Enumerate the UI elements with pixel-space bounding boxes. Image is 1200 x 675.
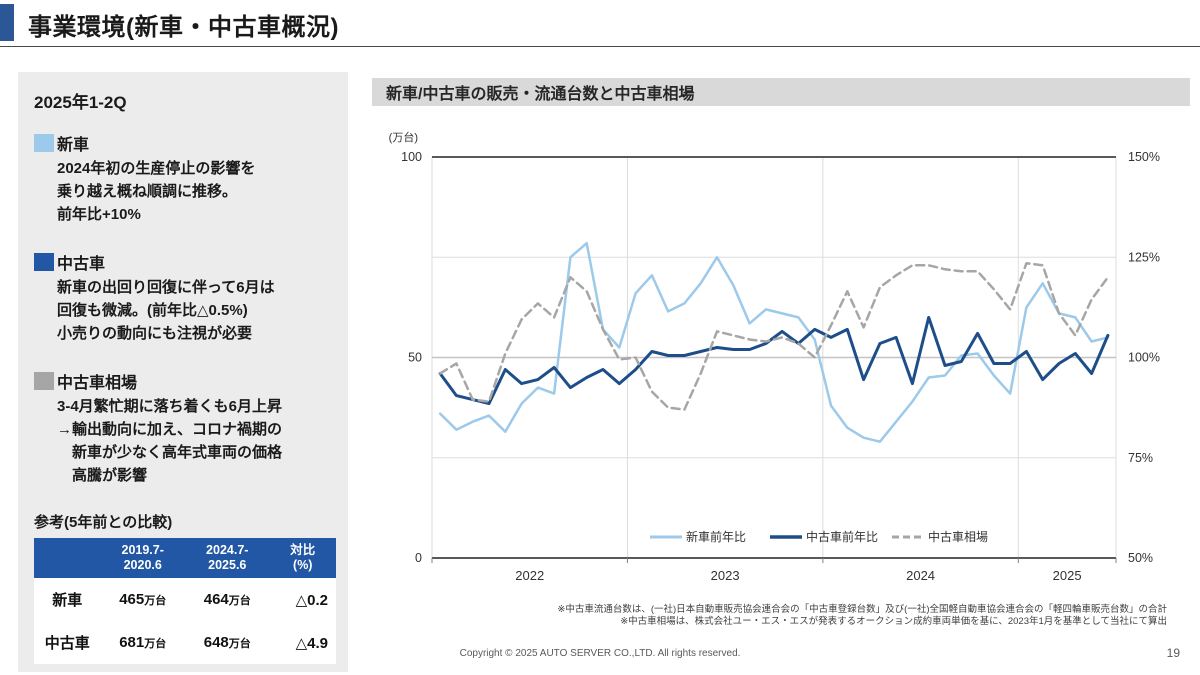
note-marker-swatch xyxy=(34,134,54,152)
note-block: 中古車新車の出回り回復に伴って6月は 回復も微減。(前年比△0.5%) 小売りの動向… xyxy=(34,250,336,345)
svg-text:2024: 2024 xyxy=(906,568,935,583)
value-diff: △0.2 xyxy=(295,591,328,609)
note-marker-swatch xyxy=(34,253,54,271)
value-new: 648万台 xyxy=(203,634,251,651)
note-line: 2024年初の生産停止の影響を xyxy=(57,160,256,177)
value-old: 465万台 xyxy=(119,591,167,608)
svg-text:2023: 2023 xyxy=(711,568,740,583)
svg-text:2022: 2022 xyxy=(515,568,544,583)
note-line: 小売りの動向にも注視が必要 xyxy=(57,325,253,342)
note-line: 3-4月繁忙期に落ち着くも6月上昇 xyxy=(57,398,283,415)
svg-text:150%: 150% xyxy=(1128,150,1160,164)
svg-text:100%: 100% xyxy=(1128,351,1160,365)
footnote-1: ※中古車流通台数は、(一社)日本自動車販売協会連合会の「中古車登録台数」及び(一… xyxy=(557,604,1167,615)
copyright: Copyright © 2025 AUTO SERVER CO.,LTD. Al… xyxy=(459,648,741,659)
svg-text:50: 50 xyxy=(408,351,422,365)
svg-text:(万台): (万台) xyxy=(389,130,418,144)
value-diff: △4.9 xyxy=(295,634,328,652)
table-row-used-car: 中古車 681万台 648万台 △4.9 xyxy=(34,621,336,664)
note-marker-swatch xyxy=(34,372,54,390)
note-line: 乗り越え概ね順調に推移。 xyxy=(57,183,238,200)
note-line: →輸出動向に加え、コロナ禍期の xyxy=(57,421,283,438)
note-line: 前年比+10% xyxy=(57,206,141,223)
slide-title: 事業環境(新車・中古車概況) xyxy=(28,14,339,41)
title-accent-bar xyxy=(0,4,14,41)
note-line: 回復も微減。(前年比△0.5%) xyxy=(57,302,248,319)
note-line: 新車の出回り回復に伴って6月は xyxy=(57,279,275,296)
note-line: 新車が少なく高年式車両の価格 xyxy=(57,444,283,461)
footnote-2: ※中古車相場は、株式会社ユー・エス・エスが発表するオークション成約車両単価を基に… xyxy=(620,616,1167,627)
chart-title-bar: 新車/中古車の販売・流通台数と中古車相場 xyxy=(372,78,1190,106)
slide-header: 事業環境(新車・中古車概況) xyxy=(0,0,1200,47)
svg-text:125%: 125% xyxy=(1128,250,1160,264)
svg-text:中古車前年比: 中古車前年比 xyxy=(806,529,878,544)
note-line: 高騰が影響 xyxy=(57,467,148,484)
svg-text:新車前年比: 新車前年比 xyxy=(686,529,746,544)
title-divider xyxy=(0,46,1200,47)
note-title: 中古車相場 xyxy=(57,375,138,392)
row-label: 中古車 xyxy=(44,635,90,652)
table-row-new-car: 新車 465万台 464万台 △0.2 xyxy=(34,578,336,621)
note-title: 中古車 xyxy=(57,256,106,273)
svg-text:100: 100 xyxy=(401,150,422,164)
note-block: 新車 2024年初の生産停止の影響を 乗り越え概ね順調に推移。 前年比+10% xyxy=(34,131,336,226)
table-header-period2: 2024.7- 2025.6 xyxy=(184,538,270,578)
period-heading: 2025年1-2Q xyxy=(34,93,127,112)
svg-text:0: 0 xyxy=(415,551,422,565)
svg-text:中古車相場: 中古車相場 xyxy=(928,529,988,544)
reference-table: 2019.7- 2020.6 2024.7- 2025.6 対比 (%) 新車 … xyxy=(34,538,336,664)
page-number: 19 xyxy=(1166,646,1180,660)
reference-title: 参考(5年前との比較) xyxy=(34,514,173,531)
value-new: 464万台 xyxy=(203,591,251,608)
row-label: 新車 xyxy=(52,592,83,609)
table-header-period1: 2019.7- 2020.6 xyxy=(100,538,185,578)
table-header-diff: 対比 (%) xyxy=(269,538,336,578)
svg-text:2025: 2025 xyxy=(1053,568,1082,583)
notes-container: 新車 2024年初の生産停止の影響を 乗り越え概ね順調に推移。 前年比+10% 中古車新… xyxy=(34,131,336,487)
svg-text:50%: 50% xyxy=(1128,551,1153,565)
chart-footnotes: ※中古車流通台数は、(一社)日本自動車販売協会連合会の「中古車登録台数」及び(一… xyxy=(372,604,1167,628)
line-chart-svg: (万台) 0 50 100 150% 125% 100% 75% 50% 2022 2023 2024… xyxy=(389,130,1160,583)
svg-text:75%: 75% xyxy=(1128,451,1153,465)
note-block: 中古車相場 3-4月繁忙期に落ち着くも6月上昇 →輸出動向に加え、コロナ禍期の 新車… xyxy=(34,369,336,487)
table-header-empty xyxy=(34,538,101,578)
summary-panel: 2025年1-2Q 新車 2024年初の生産停止の影響を 乗り越え概ね順調に推移。前… xyxy=(18,72,348,672)
note-title: 新車 xyxy=(57,137,90,154)
value-old: 681万台 xyxy=(119,634,167,651)
chart: (万台) 0 50 100 150% 125% 100% 75% 50% 2022 2023 2024… xyxy=(372,108,1192,603)
